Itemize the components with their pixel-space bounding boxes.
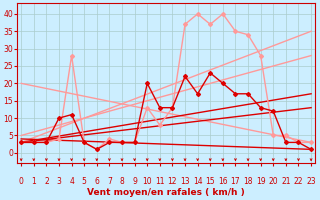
X-axis label: Vent moyen/en rafales ( km/h ): Vent moyen/en rafales ( km/h ): [87, 188, 245, 197]
